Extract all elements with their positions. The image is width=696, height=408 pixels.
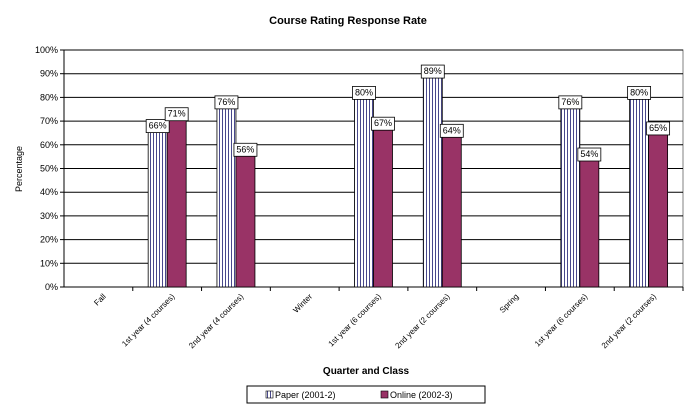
- x-tick-label: Winter: [291, 292, 314, 315]
- x-tick-label: 2nd year (2 courses): [393, 292, 451, 350]
- data-label: 56%: [236, 144, 254, 154]
- bar-online: [648, 132, 669, 288]
- y-tick-label: 50%: [40, 164, 58, 174]
- y-tick-label: 0%: [45, 282, 58, 292]
- bar-paper: [147, 130, 168, 288]
- x-tick-label: 2nd year (4 courses): [187, 292, 245, 350]
- data-label: 76%: [217, 97, 235, 107]
- data-label-box: [646, 121, 671, 136]
- y-tick-label: 10%: [40, 258, 58, 268]
- bar-paper: [216, 106, 237, 288]
- data-label-box: [214, 95, 239, 110]
- data-label: 80%: [630, 87, 648, 97]
- bar-paper: [629, 97, 650, 288]
- data-label-box: [145, 119, 170, 133]
- legend-label-paper: Paper (2001-2): [275, 390, 336, 400]
- legend: Paper (2001-2) Online (2002-3): [246, 385, 486, 404]
- y-tick-label: 70%: [40, 116, 58, 126]
- data-label: 67%: [374, 118, 392, 128]
- y-tick-label: 30%: [40, 211, 58, 221]
- y-tick-label: 100%: [35, 45, 58, 55]
- data-label-box: [439, 123, 464, 138]
- data-label: 76%: [561, 97, 579, 107]
- x-tick-label: 1st year (4 courses): [120, 292, 177, 349]
- data-label-box: [420, 64, 445, 79]
- y-tick-label: 60%: [40, 140, 58, 150]
- data-label: 54%: [580, 149, 598, 159]
- data-label: 89%: [424, 66, 442, 76]
- data-label: 66%: [149, 121, 167, 131]
- bar-paper: [560, 106, 581, 288]
- data-label-box: [577, 147, 602, 162]
- x-axis-title: Quarter and Class: [323, 366, 410, 377]
- y-tick-label: 90%: [40, 69, 58, 79]
- data-label-box: [164, 107, 189, 122]
- data-label-box: [627, 86, 652, 100]
- data-label: 65%: [649, 123, 667, 133]
- bar-online: [166, 118, 187, 288]
- y-tick-label: 80%: [40, 92, 58, 102]
- bar-paper: [354, 97, 374, 288]
- bar-online: [579, 158, 600, 288]
- bar-online: [235, 153, 256, 288]
- y-tick-label: 40%: [40, 187, 58, 197]
- y-tick-label: 20%: [40, 235, 58, 245]
- data-label: 80%: [355, 87, 373, 97]
- bar-paper: [422, 75, 443, 288]
- data-label-box: [233, 142, 258, 157]
- legend-swatch-online: [380, 390, 389, 399]
- data-label: 71%: [168, 109, 186, 119]
- x-tick-label: 1st year (6 courses): [327, 292, 384, 349]
- x-tick-label: Spring: [498, 292, 521, 315]
- data-label-box: [352, 86, 376, 100]
- plot-area: 0% 10% 20% 30% 40% 50% 60% 70% 80% 90% 100% Fall 1st…: [35, 45, 684, 350]
- y-axis-title: Percentage: [14, 146, 24, 192]
- x-tick-label: Fall: [92, 292, 108, 308]
- data-label: 64%: [443, 125, 461, 135]
- bar-online: [373, 127, 393, 288]
- legend-label-online: Online (2002-3): [390, 390, 453, 400]
- data-label-box: [371, 116, 395, 131]
- data-label-box: [558, 95, 583, 110]
- legend-swatch-paper: [265, 390, 274, 399]
- chart-title: Course Rating Response Rate: [269, 15, 427, 27]
- bar-online: [441, 134, 462, 288]
- x-tick-label: 2nd year (2 courses): [600, 292, 658, 350]
- x-tick-label: 1st year (6 courses): [533, 292, 590, 349]
